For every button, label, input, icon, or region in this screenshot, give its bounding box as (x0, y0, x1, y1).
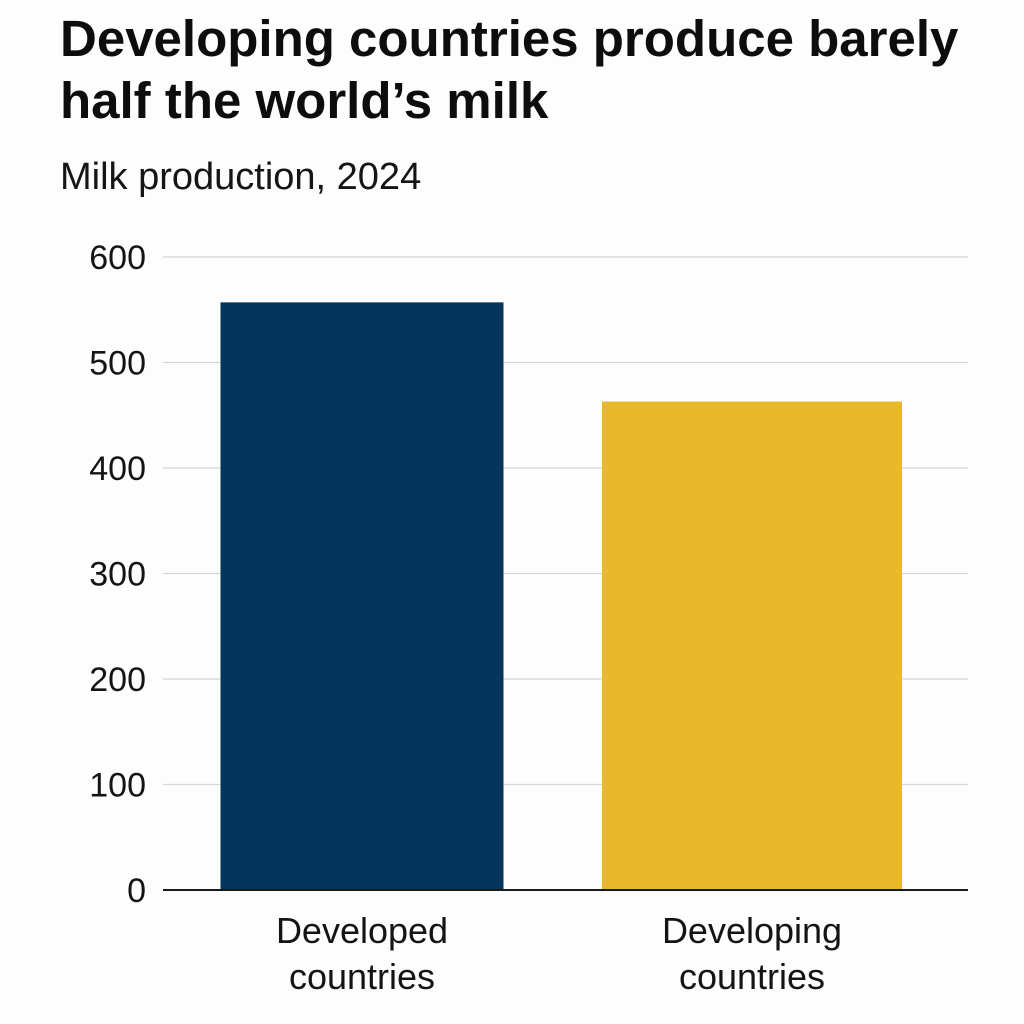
y-tick-label: 100 (89, 767, 146, 805)
y-tick-label: 200 (89, 661, 146, 699)
y-tick-label: 600 (89, 239, 146, 277)
chart-subtitle: Milk production, 2024 (60, 156, 422, 198)
y-tick-label: 0 (127, 872, 146, 910)
y-tick-label: 500 (89, 345, 146, 383)
bars (220, 302, 902, 890)
y-tick-label: 300 (89, 556, 146, 594)
x-tick-label: Developed (276, 910, 448, 951)
chart-title: Developing countries produce barely half… (60, 10, 959, 129)
x-tick-labels: Developed countries Developing countries (276, 910, 842, 997)
x-tick-label: countries (289, 956, 435, 997)
x-tick-label: Developing (662, 910, 842, 951)
y-tick-label: 400 (89, 450, 146, 488)
bar (602, 401, 902, 890)
bar (220, 302, 504, 890)
x-tick-label: countries (679, 956, 825, 997)
y-tick-labels: 0 100 200 300 400 500 600 (89, 239, 146, 910)
